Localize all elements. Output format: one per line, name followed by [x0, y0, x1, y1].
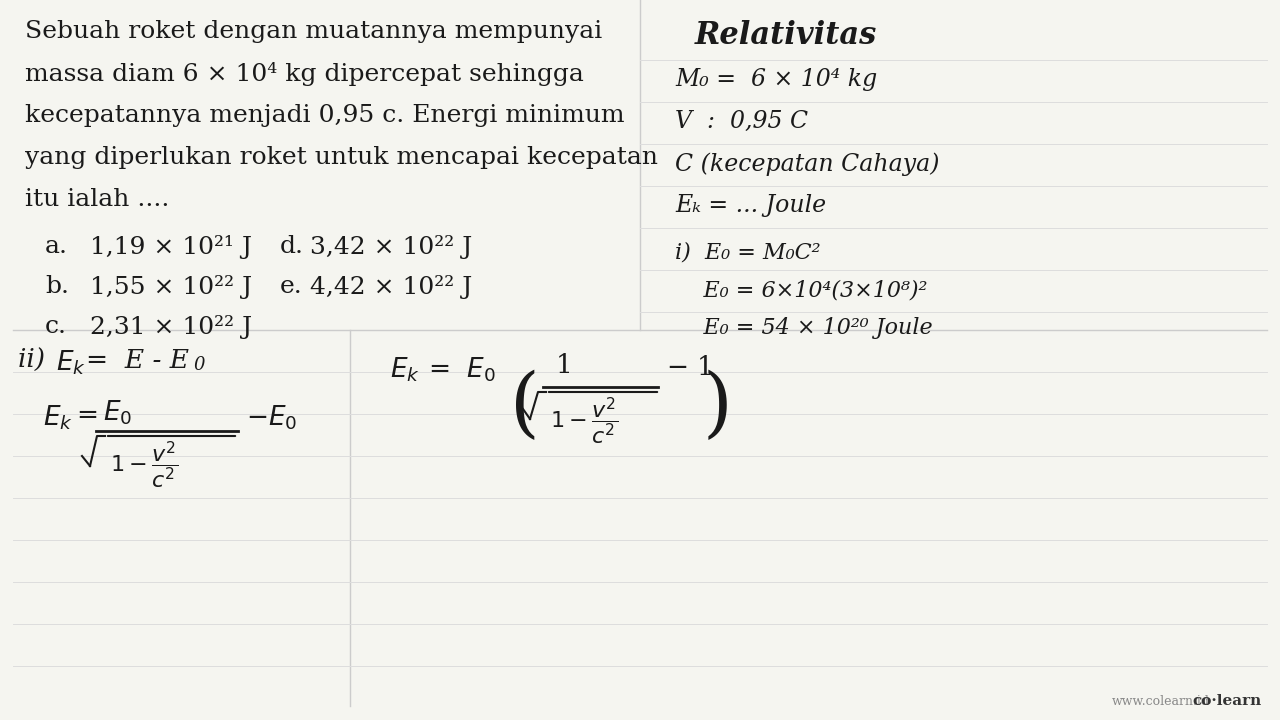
Text: a.: a.: [45, 235, 68, 258]
Text: $E_k$: $E_k$: [390, 355, 420, 384]
Text: V  :  0,95 C: V : 0,95 C: [675, 110, 808, 133]
Text: $E_0$: $E_0$: [102, 398, 132, 426]
Text: Relativitas: Relativitas: [695, 20, 877, 51]
Text: $E_k$: $E_k$: [44, 403, 73, 431]
Text: Eₖ = ... Joule: Eₖ = ... Joule: [675, 194, 826, 217]
Text: b.: b.: [45, 275, 69, 298]
Text: (: (: [509, 370, 540, 444]
Text: co·learn: co·learn: [1193, 694, 1262, 708]
Text: 3,42 × 10²² J: 3,42 × 10²² J: [310, 235, 472, 259]
Text: ii): ii): [18, 348, 54, 373]
Text: $-  E_0$: $- E_0$: [246, 403, 297, 431]
Text: $1 - \dfrac{v^2}{c^2}$: $1 - \dfrac{v^2}{c^2}$: [110, 439, 178, 491]
Text: =: =: [76, 403, 99, 428]
Text: M₀ =  6 × 10⁴ kg: M₀ = 6 × 10⁴ kg: [675, 68, 877, 91]
Text: yang diperlukan roket untuk mencapai kecepatan: yang diperlukan roket untuk mencapai kec…: [26, 146, 658, 169]
Text: Sebuah roket dengan muatannya mempunyai: Sebuah roket dengan muatannya mempunyai: [26, 20, 603, 43]
Text: massa diam 6 × 10⁴ kg dipercepat sehingga: massa diam 6 × 10⁴ kg dipercepat sehingg…: [26, 62, 584, 86]
Text: 2,31 × 10²² J: 2,31 × 10²² J: [90, 315, 252, 339]
Text: E₀ = 6×10⁴(3×10⁸)²: E₀ = 6×10⁴(3×10⁸)²: [675, 279, 928, 301]
Text: 1: 1: [556, 353, 572, 378]
Text: 1,19 × 10²¹ J: 1,19 × 10²¹ J: [90, 235, 252, 259]
Text: =  $E_0$: = $E_0$: [428, 355, 497, 384]
Text: ): ): [703, 370, 732, 444]
Text: www.colearn.id: www.colearn.id: [1112, 695, 1210, 708]
Text: 4,42 × 10²² J: 4,42 × 10²² J: [310, 275, 472, 299]
Text: i)  E₀ = M₀C²: i) E₀ = M₀C²: [675, 241, 820, 263]
Text: 1,55 × 10²² J: 1,55 × 10²² J: [90, 275, 252, 299]
Text: $-$ 1: $-$ 1: [666, 355, 712, 380]
Text: kecepatannya menjadi 0,95 c. Energi minimum: kecepatannya menjadi 0,95 c. Energi mini…: [26, 104, 625, 127]
Text: C (kecepatan Cahaya): C (kecepatan Cahaya): [675, 152, 940, 176]
Text: $1 - \dfrac{v^2}{c^2}$: $1 - \dfrac{v^2}{c^2}$: [550, 395, 618, 446]
Text: =  E - E: = E - E: [86, 348, 189, 373]
Text: $E_k$: $E_k$: [56, 348, 86, 377]
Text: 0: 0: [193, 356, 205, 374]
Text: itu ialah ....: itu ialah ....: [26, 188, 169, 211]
Text: d.: d.: [280, 235, 305, 258]
Text: c.: c.: [45, 315, 67, 338]
Text: e.: e.: [280, 275, 303, 298]
Text: E₀ = 54 × 10²⁰ Joule: E₀ = 54 × 10²⁰ Joule: [675, 317, 933, 339]
